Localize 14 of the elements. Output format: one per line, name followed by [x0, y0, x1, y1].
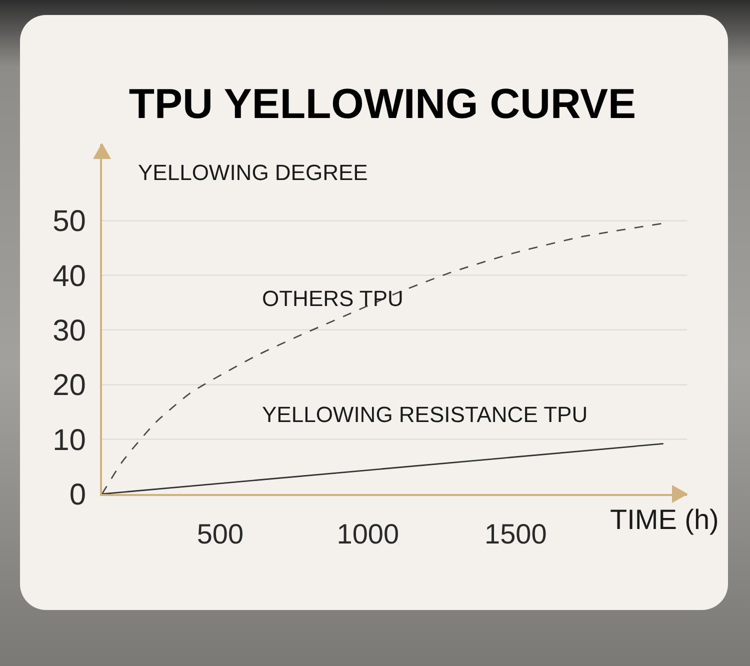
- x-axis-title: TIME (h): [610, 504, 719, 535]
- y-tick-label: 0: [69, 478, 86, 512]
- x-tick-label: 500: [196, 518, 244, 550]
- series-label: OTHERS TPU: [262, 286, 404, 311]
- y-tick-label: 50: [52, 205, 86, 238]
- y-axis-title: YELLOWING DEGREE: [138, 160, 368, 185]
- y-tick-label: 20: [52, 369, 86, 402]
- x-tick-label: 1000: [336, 518, 400, 550]
- x-tick-label: 1500: [484, 518, 547, 550]
- y-tick-label: 40: [52, 260, 86, 293]
- chart-title: TPU YELLOWING CURVE: [128, 80, 636, 127]
- series-label: YELLOWING RESISTANCE TPU: [262, 402, 588, 427]
- y-tick-label: 10: [52, 424, 86, 457]
- y-tick-label: 30: [52, 314, 86, 348]
